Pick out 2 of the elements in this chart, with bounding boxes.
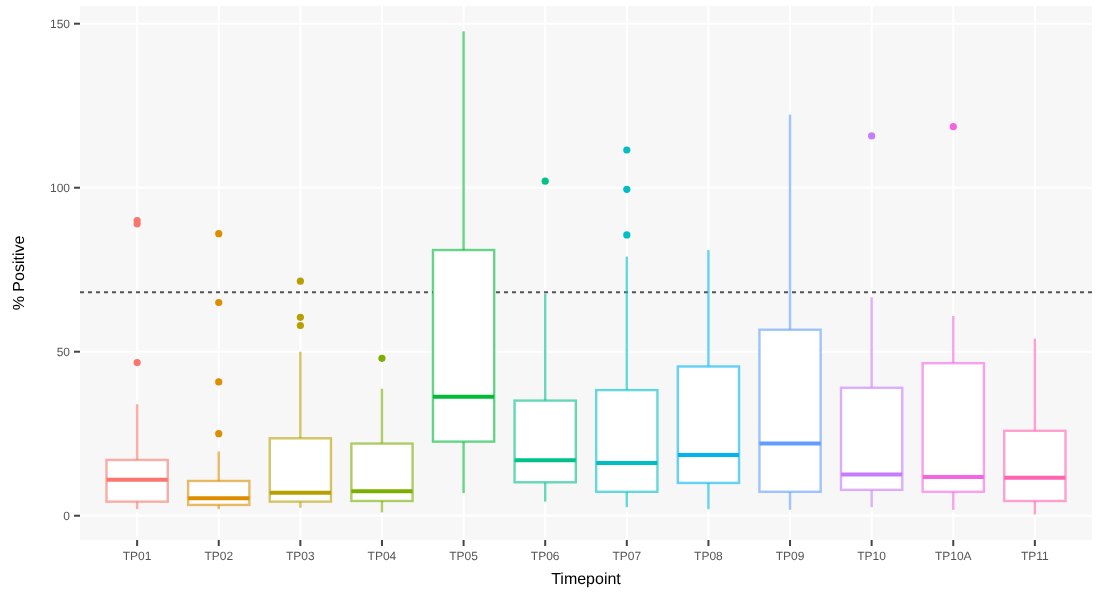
x-axis-title: Timepoint (551, 570, 623, 588)
y-axis-title: % Positive (10, 234, 28, 311)
